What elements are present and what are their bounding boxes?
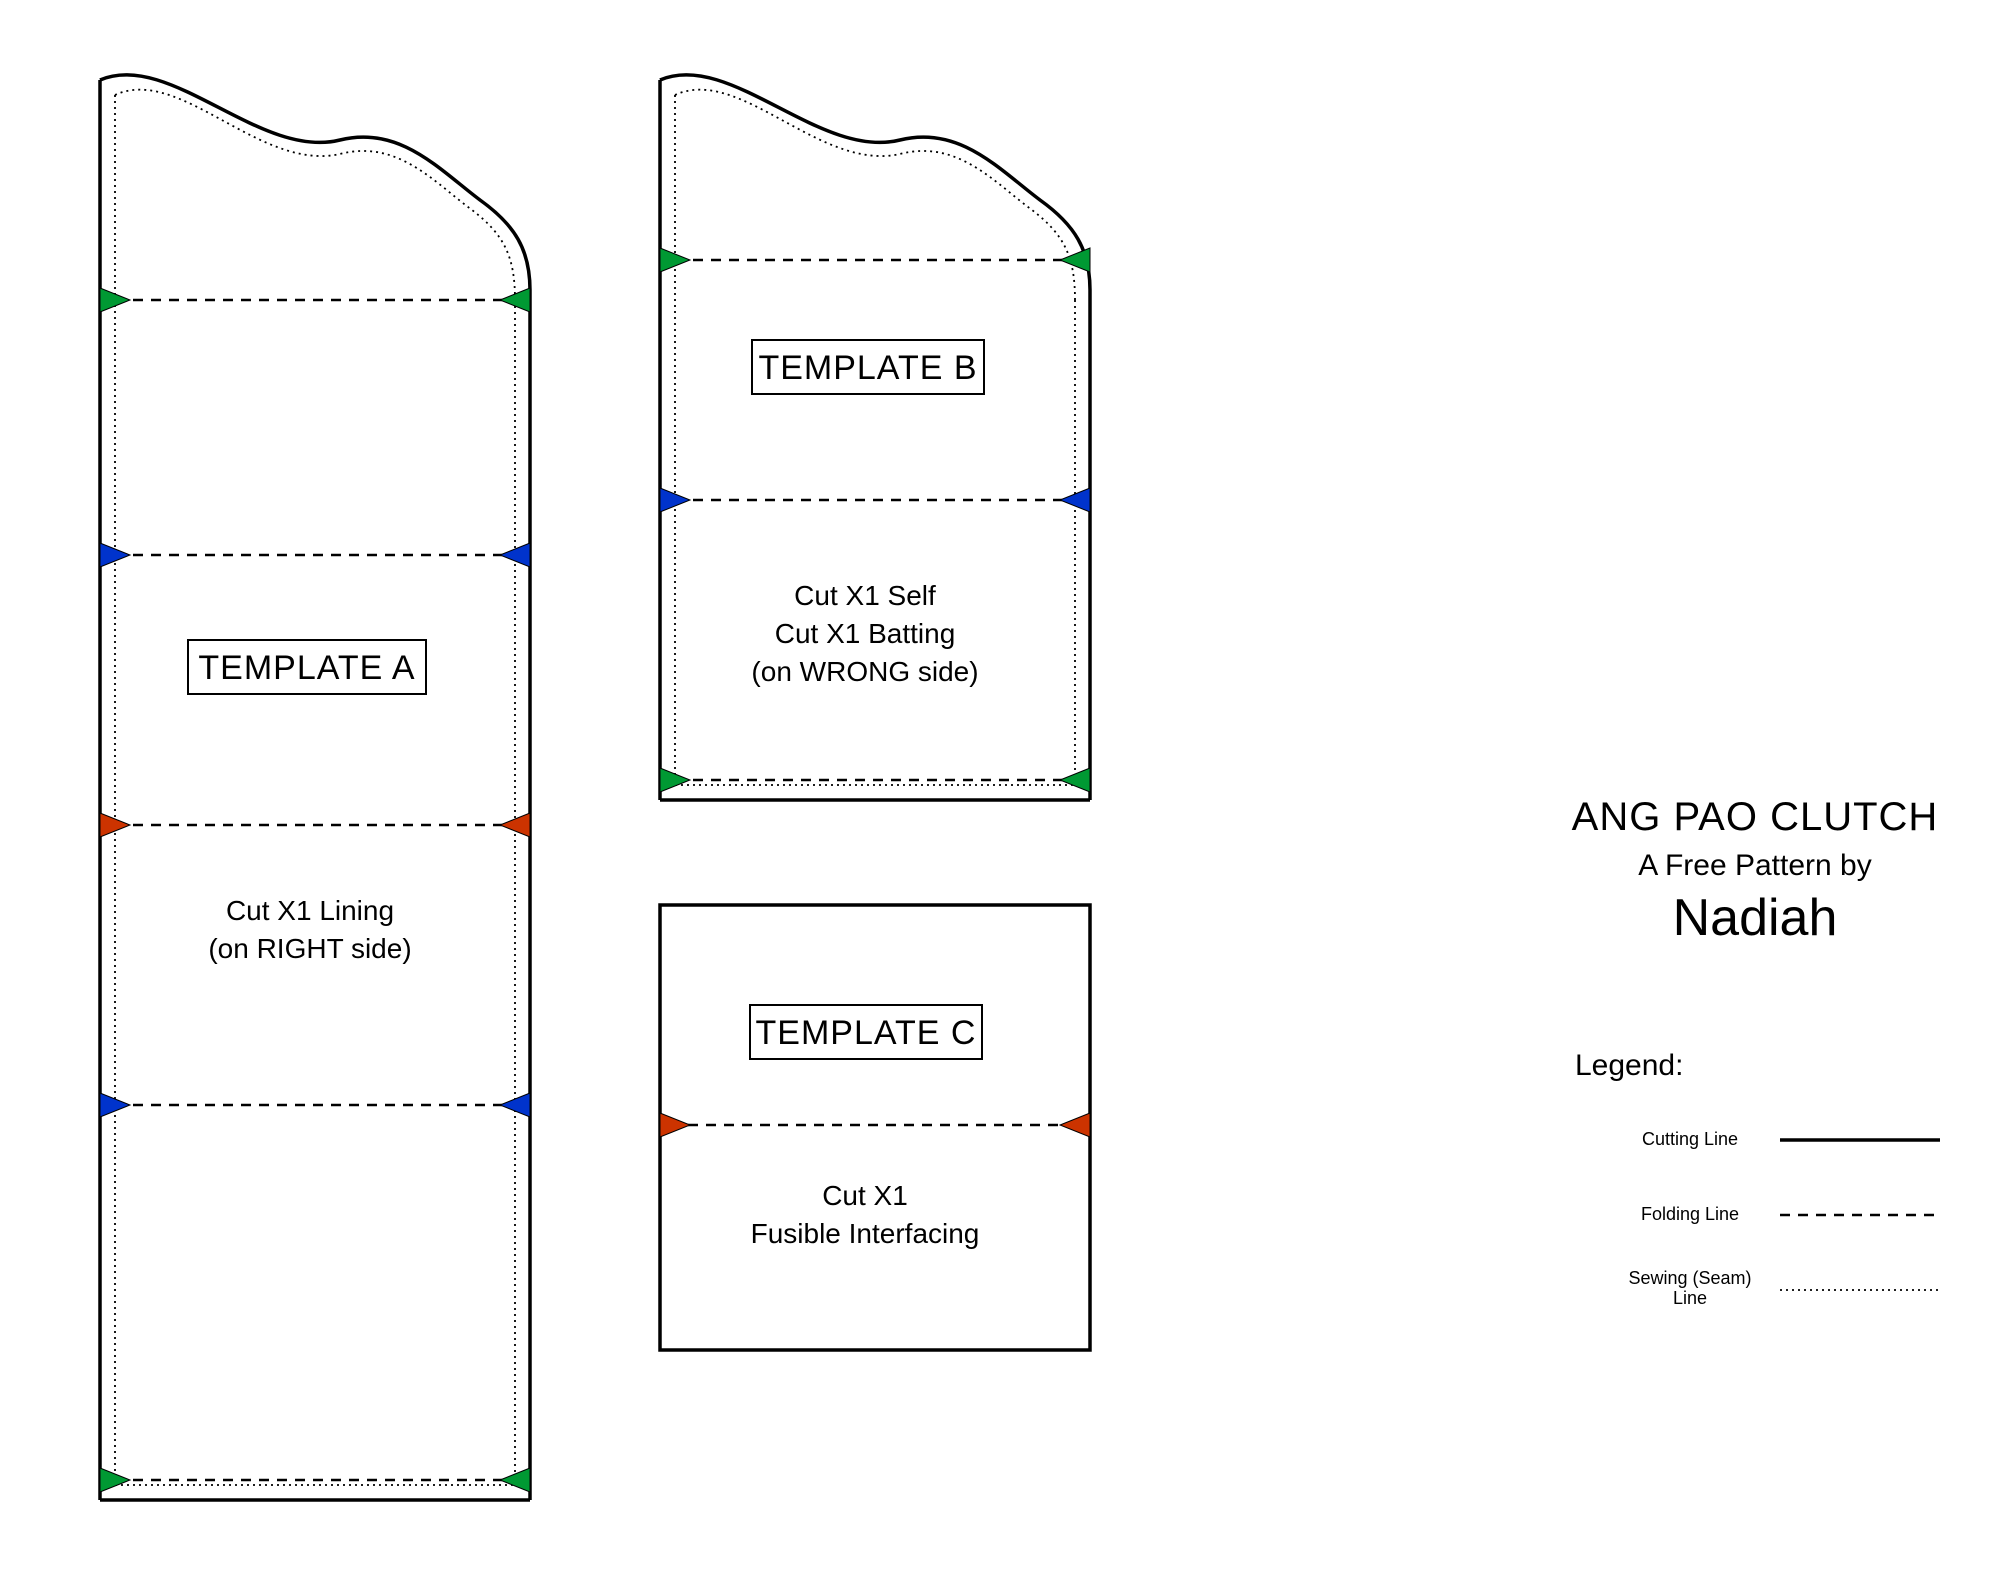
notch-blue [1060, 488, 1090, 512]
legend-label: Cutting Line [1642, 1129, 1738, 1149]
legend-label: Sewing (Seam) [1628, 1268, 1751, 1288]
notch-red [660, 1113, 690, 1137]
notch-blue [100, 1093, 130, 1117]
notch-red [1060, 1113, 1090, 1137]
templateC-cut [660, 905, 1090, 1350]
notch-green [1060, 768, 1090, 792]
instruction-text: Cut X1 Batting [775, 618, 956, 649]
instruction-text: Fusible Interfacing [751, 1218, 980, 1249]
notch-green [500, 288, 530, 312]
pattern-title: ANG PAO CLUTCH [1572, 795, 1939, 839]
instruction-text: Cut X1 [822, 1180, 908, 1211]
template-title: TEMPLATE B [758, 349, 977, 387]
notch-blue [500, 1093, 530, 1117]
instruction-text: Cut X1 Lining [226, 895, 394, 926]
instruction-text: Cut X1 Self [794, 580, 936, 611]
template-title: TEMPLATE C [756, 1014, 977, 1052]
legend-label: Line [1673, 1288, 1707, 1308]
templateA-cut-top [100, 75, 530, 290]
notch-green [1060, 248, 1090, 272]
instruction-text: (on WRONG side) [751, 656, 978, 687]
instruction-text: (on RIGHT side) [208, 933, 411, 964]
template-title: TEMPLATE A [198, 649, 415, 687]
notch-green [100, 1468, 130, 1492]
templateB-cut-top [660, 75, 1090, 290]
legend-heading: Legend: [1575, 1049, 1683, 1082]
notch-green [660, 768, 690, 792]
legend-label: Folding Line [1641, 1204, 1739, 1224]
templateA-seam-top [115, 90, 515, 300]
author-signature: Nadiah [1673, 889, 1838, 947]
pattern-subtitle: A Free Pattern by [1638, 849, 1871, 882]
templateB-seam-top [675, 90, 1075, 300]
notch-green [100, 288, 130, 312]
